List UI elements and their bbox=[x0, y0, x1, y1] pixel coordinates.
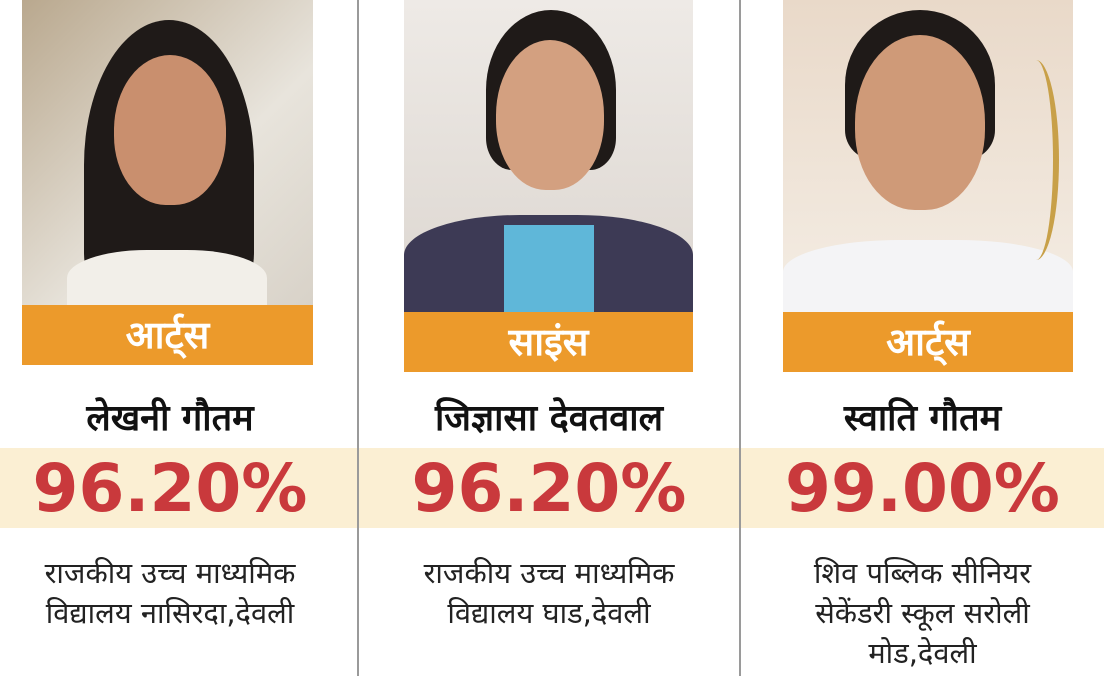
school-line: शिव पब्लिक सीनियर bbox=[813, 556, 1032, 590]
stream-label: आर्ट्स bbox=[22, 305, 313, 365]
school-line: राजकीय उच्च माध्यमिक bbox=[44, 556, 296, 590]
column-divider bbox=[739, 0, 741, 676]
student-percentage: 96.20% bbox=[411, 450, 687, 527]
school-name: राजकीय उच्च माध्यमिक विद्यालय घाड,देवली bbox=[359, 553, 739, 633]
school-line: मोड,देवली bbox=[868, 636, 977, 670]
student-card: साइंस जिज्ञासा देवतवाल 96.20% राजकीय उच्… bbox=[359, 0, 739, 676]
school-name: शिव पब्लिक सीनियर सेकेंडरी स्कूल सरोली म… bbox=[741, 553, 1104, 673]
student-name: स्वाति गौतम bbox=[843, 398, 1002, 439]
student-card: आर्ट्स स्वाति गौतम 99.00% शिव पब्लिक सीन… bbox=[741, 0, 1104, 676]
student-photo bbox=[22, 0, 313, 305]
laurel-icon bbox=[1013, 60, 1059, 260]
stream-label: आर्ट्स bbox=[783, 312, 1073, 372]
school-name: राजकीय उच्च माध्यमिक विद्यालय नासिरदा,दे… bbox=[0, 553, 340, 633]
school-line: सेकेंडरी स्कूल सरोली bbox=[815, 596, 1030, 630]
stream-label: साइंस bbox=[404, 312, 693, 372]
school-line: विद्यालय नासिरदा,देवली bbox=[45, 596, 295, 630]
column-divider bbox=[357, 0, 359, 676]
school-line: राजकीय उच्च माध्यमिक bbox=[423, 556, 675, 590]
student-percentage: 96.20% bbox=[32, 450, 308, 527]
student-photo bbox=[783, 0, 1073, 312]
percent-band bbox=[0, 448, 1104, 528]
student-name: जिज्ञासा देवतवाल bbox=[434, 398, 664, 439]
student-name: लेखनी गौतम bbox=[86, 398, 254, 439]
student-photo bbox=[404, 0, 693, 312]
school-line: विद्यालय घाड,देवली bbox=[447, 596, 651, 630]
student-percentage: 99.00% bbox=[785, 450, 1060, 527]
student-card: आर्ट्स लेखनी गौतम 96.20% राजकीय उच्च माध… bbox=[0, 0, 357, 676]
